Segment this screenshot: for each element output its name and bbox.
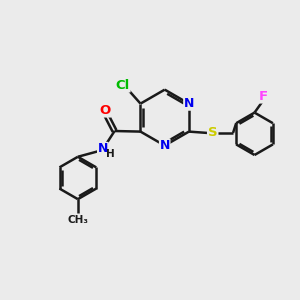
Text: F: F	[259, 90, 268, 103]
Text: S: S	[208, 126, 217, 140]
Text: N: N	[184, 97, 194, 110]
Text: Cl: Cl	[116, 79, 130, 92]
Text: O: O	[100, 104, 111, 117]
Text: CH₃: CH₃	[68, 215, 88, 225]
Text: H: H	[106, 149, 115, 159]
Text: N: N	[98, 142, 108, 155]
Text: N: N	[160, 139, 170, 152]
